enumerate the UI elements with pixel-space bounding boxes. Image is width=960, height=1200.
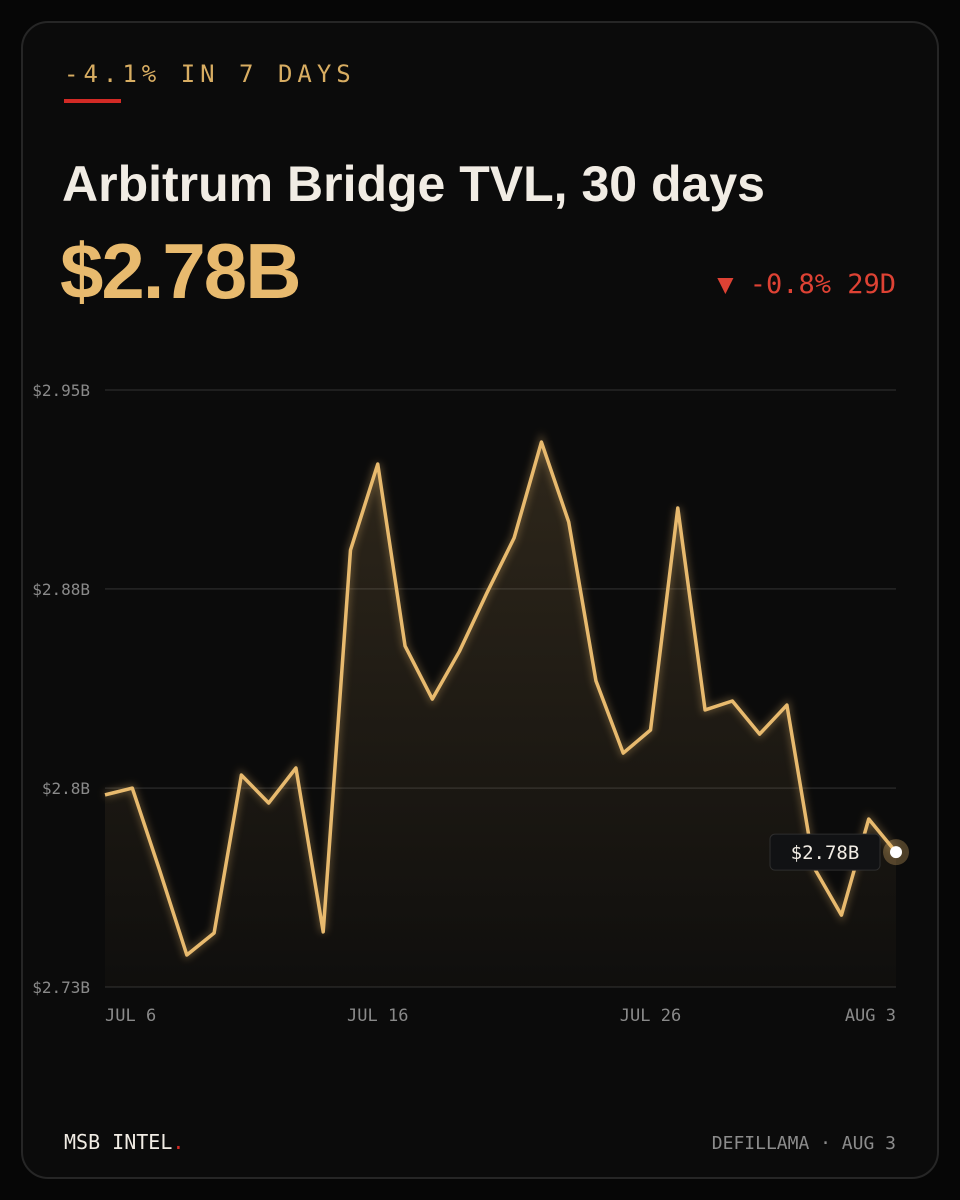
x-tick-label: JUL 16 bbox=[347, 1006, 408, 1026]
headline-value: $2.78B bbox=[60, 227, 300, 315]
area bbox=[105, 442, 896, 987]
end-dot bbox=[890, 846, 902, 859]
footer-source: DEFILLAMA · AUG 3 bbox=[712, 1133, 896, 1154]
y-tick-label: $2.95B bbox=[32, 381, 90, 400]
line bbox=[104, 440, 898, 957]
brand-dot: . bbox=[172, 1130, 184, 1154]
change: ▼ -0.8% 29D bbox=[717, 269, 896, 300]
y-tick-label: $2.88B bbox=[32, 580, 90, 599]
chart-title: Arbitrum Bridge TVL, 30 days bbox=[62, 156, 765, 212]
x-tick-label: JUL 26 bbox=[620, 1006, 681, 1026]
end-label-box bbox=[769, 833, 881, 871]
y-tick-label: $2.8B bbox=[42, 779, 90, 798]
kicker-underline bbox=[64, 99, 121, 103]
kicker: -4.1% IN 7 DAYS bbox=[64, 60, 356, 88]
end-label: $2.78B bbox=[791, 842, 860, 864]
y-tick-label: $2.73B bbox=[32, 978, 90, 997]
x-tick-label: AUG 3 bbox=[845, 1006, 896, 1026]
brand: MSB INTEL bbox=[64, 1130, 172, 1154]
x-tick-label: JUL 6 bbox=[105, 1006, 156, 1026]
footer-brand: MSB INTEL. bbox=[64, 1130, 184, 1154]
